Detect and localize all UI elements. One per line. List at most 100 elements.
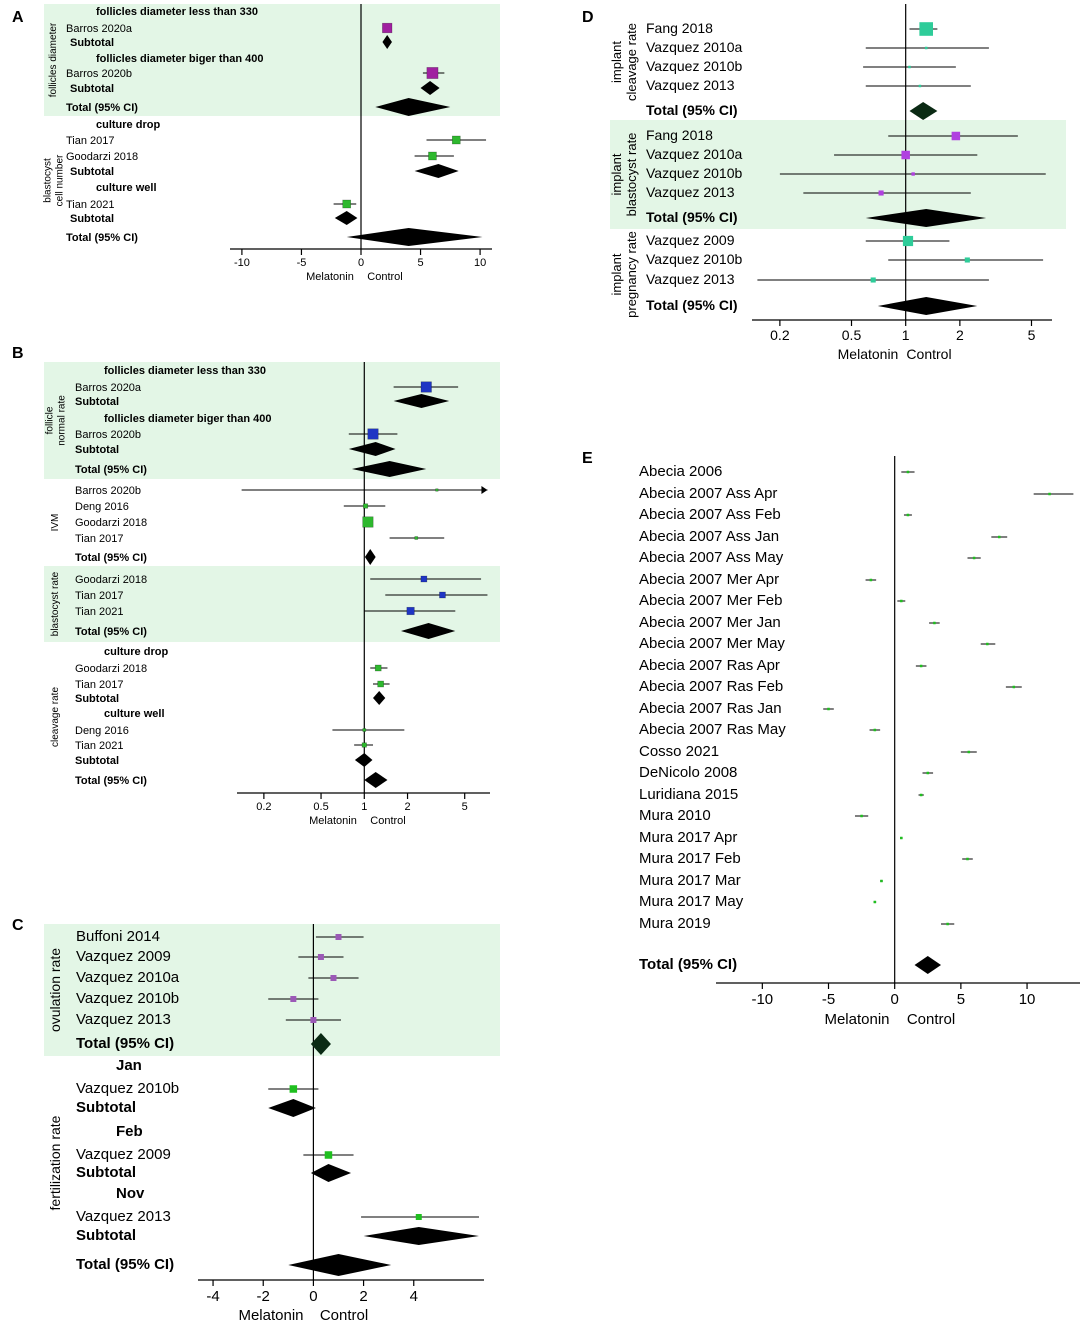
effect-square bbox=[382, 23, 392, 33]
total-label: Total (95% CI) bbox=[75, 552, 147, 564]
subtotal-diamond bbox=[420, 81, 440, 95]
subgroup-header: follicles diameter biger than 400 bbox=[96, 53, 264, 65]
band-label: cleavage rate bbox=[50, 687, 61, 747]
band-label: implantcleavage rate bbox=[609, 23, 639, 101]
effect-square bbox=[342, 200, 351, 208]
band-label: blastocyst rate bbox=[50, 571, 61, 636]
total-diamond bbox=[351, 461, 427, 477]
tick-label: -5 bbox=[297, 257, 307, 269]
total-diamond bbox=[364, 772, 388, 788]
effect-square bbox=[870, 277, 876, 283]
study-label: Goodarzi 2018 bbox=[75, 663, 147, 675]
study-label: Abecia 2007 Mer Feb bbox=[639, 592, 782, 609]
panel-letter: D bbox=[582, 9, 594, 26]
effect-square bbox=[880, 879, 883, 883]
effect-square-outline bbox=[428, 151, 437, 161]
subtotal-diamond bbox=[382, 35, 392, 49]
effect-square bbox=[415, 1214, 422, 1220]
total-diamond bbox=[364, 549, 376, 565]
effect-square bbox=[906, 470, 910, 474]
effect-square bbox=[926, 771, 930, 775]
study-label: Abecia 2007 Ass May bbox=[639, 549, 784, 566]
xlabel-control: Control bbox=[320, 1307, 368, 1324]
band-label: folliclenormal rate bbox=[45, 395, 68, 446]
study-label: Vazquez 2010a bbox=[646, 39, 742, 55]
effect-square bbox=[426, 67, 439, 79]
effect-square bbox=[290, 996, 297, 1002]
panel-letter: A bbox=[12, 9, 24, 26]
tick-label: 0 bbox=[309, 1288, 317, 1305]
effect-square bbox=[420, 576, 427, 582]
effect-square bbox=[972, 556, 976, 560]
effect-square-outline bbox=[361, 742, 367, 748]
total-diamond bbox=[288, 1254, 392, 1276]
tick-label: 2 bbox=[404, 801, 410, 813]
effect-square bbox=[367, 428, 379, 440]
total-diamond bbox=[346, 228, 483, 246]
tick-label: -5 bbox=[822, 991, 835, 1008]
study-label: Abecia 2007 Mer May bbox=[639, 635, 785, 652]
effect-square bbox=[335, 934, 342, 940]
effect-square bbox=[919, 793, 923, 797]
band-label: IVM bbox=[50, 514, 61, 532]
subtotal-label: Subtotal bbox=[75, 396, 119, 408]
subgroup-header: Feb bbox=[116, 1123, 143, 1140]
xlabel-control: Control bbox=[367, 271, 402, 283]
effect-square bbox=[1048, 492, 1051, 496]
effect-square bbox=[924, 46, 928, 50]
study-label: Vazquez 2013 bbox=[646, 184, 735, 200]
effect-square-outline bbox=[439, 591, 446, 599]
effect-square bbox=[1012, 685, 1016, 689]
study-label: Tian 2017 bbox=[75, 679, 124, 691]
effect-square bbox=[362, 742, 367, 748]
study-label: Vazquez 2013 bbox=[646, 271, 735, 287]
study-label: Vazquez 2010a bbox=[646, 146, 742, 162]
total-label: Total (95% CI) bbox=[639, 956, 737, 973]
xlabel-melatonin: Melatonin bbox=[309, 815, 357, 827]
effect-square bbox=[951, 131, 961, 141]
subtotal-label: Subtotal bbox=[70, 37, 114, 49]
study-label: Tian 2017 bbox=[75, 590, 124, 602]
panel-c: ovulation rate fertilization rate C -4 -2 0 2 4… bbox=[12, 917, 500, 1324]
study-label: Tian 2021 bbox=[75, 606, 124, 618]
tick-label: 0.5 bbox=[313, 801, 328, 813]
effect-square bbox=[414, 536, 418, 540]
study-label: Vazquez 2013 bbox=[76, 1208, 171, 1225]
study-label: DeNicolo 2008 bbox=[639, 764, 737, 781]
subtotal-label: Subtotal bbox=[76, 1227, 136, 1244]
effect-square-outline bbox=[377, 680, 384, 688]
xlabel-control: Control bbox=[370, 815, 405, 827]
effect-square-outline bbox=[406, 606, 415, 616]
study-label: Abecia 2007 Ras May bbox=[639, 721, 786, 738]
effect-square bbox=[406, 607, 415, 615]
study-label: Abecia 2007 Mer Jan bbox=[639, 614, 781, 631]
subtotal-label: Subtotal bbox=[76, 1164, 136, 1181]
effect-square bbox=[869, 578, 873, 582]
effect-square bbox=[919, 664, 923, 668]
study-label: Mura 2017 May bbox=[639, 893, 744, 910]
effect-square bbox=[919, 22, 933, 36]
tick-label: 2 bbox=[956, 327, 964, 343]
effect-square bbox=[324, 1151, 333, 1159]
effect-square bbox=[873, 728, 877, 732]
band-background bbox=[44, 4, 500, 116]
tick-label: 0.2 bbox=[770, 327, 790, 343]
total-label: Total (95% CI) bbox=[76, 1035, 174, 1052]
effect-square bbox=[375, 665, 382, 671]
study-label: Barros 2020b bbox=[75, 485, 141, 497]
study-label: Fang 2018 bbox=[646, 127, 713, 143]
subtotal-diamond bbox=[393, 394, 450, 408]
study-label: Vazquez 2009 bbox=[76, 1146, 171, 1163]
effect-square bbox=[873, 900, 877, 904]
effect-square bbox=[964, 257, 970, 263]
total-diamond bbox=[310, 1033, 331, 1055]
effect-square-outline bbox=[367, 428, 379, 440]
tick-label: 10 bbox=[1019, 991, 1036, 1008]
band-label: fertilization rate bbox=[47, 1115, 63, 1210]
subtotal-diamond bbox=[354, 753, 373, 767]
effect-square bbox=[860, 814, 863, 818]
subgroup-header: culture drop bbox=[104, 646, 168, 658]
effect-square bbox=[908, 65, 911, 69]
xlabel-melatonin: Melatonin bbox=[838, 346, 899, 362]
